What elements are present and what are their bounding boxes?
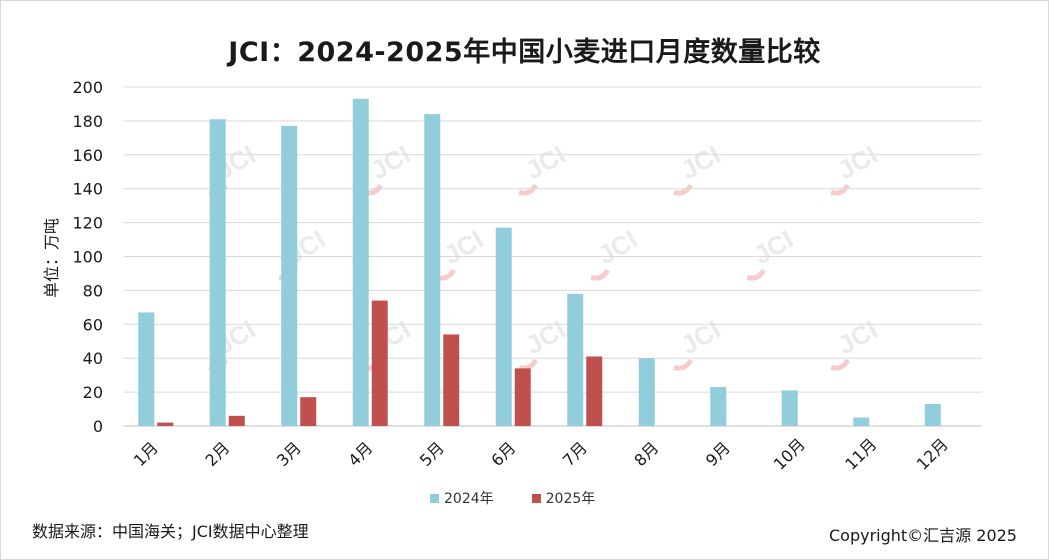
bar-2025年-7月 [586, 356, 603, 426]
y-tick-label: 140 [72, 180, 103, 199]
watermark-mark [590, 268, 610, 281]
x-tick-label: 9月 [702, 438, 734, 470]
x-tick-label: 4月 [344, 438, 376, 470]
chart-title: JCI：2024-2025年中国小麦进口月度数量比较 [228, 37, 821, 68]
bar-2024年-8月 [638, 358, 655, 426]
y-tick-label: 160 [72, 146, 103, 165]
bar-2024年-2月 [209, 119, 226, 426]
watermark: JCI [520, 139, 570, 185]
x-tick-label: 8月 [630, 438, 662, 470]
legend-swatch-2024 [430, 493, 439, 503]
y-tick-label: 100 [72, 248, 103, 267]
watermark: JCI [438, 224, 488, 270]
watermark-mark [518, 358, 538, 371]
watermark: JCI [832, 314, 882, 360]
watermark: JCI [748, 224, 798, 270]
watermark: JCI [675, 314, 725, 360]
watermark-mark [673, 183, 693, 196]
bar-2024年-1月 [138, 312, 155, 426]
x-tick-label: 10月 [770, 435, 809, 474]
bar-2024年-3月 [281, 125, 298, 427]
legend: 2024年 2025年 [430, 488, 595, 508]
bar-2025年-1月 [157, 422, 174, 426]
watermark: JCI [675, 139, 725, 185]
watermark-mark [518, 183, 538, 196]
watermark: JCI [592, 224, 642, 270]
x-tick-label: 3月 [273, 438, 305, 470]
x-tick-label: 11月 [841, 435, 880, 474]
watermark-mark [746, 268, 766, 281]
watermark: JCI [365, 139, 415, 185]
bar-2024年-7月 [567, 293, 584, 426]
bar-2024年-4月 [352, 98, 369, 427]
x-tick-label: 6月 [487, 438, 519, 470]
bar-2024年-5月 [424, 114, 441, 427]
y-tick-label: 60 [83, 315, 103, 334]
legend-swatch-2025 [531, 493, 541, 503]
y-tick-label: 40 [83, 349, 103, 368]
y-tick-label: 180 [72, 112, 103, 131]
watermark: JCI [832, 139, 882, 185]
legend-label-2025: 2025年 [545, 491, 596, 507]
legend-label-2024: 2024年 [444, 491, 494, 507]
bar-2024年-10月 [781, 390, 798, 426]
bar-2025年-2月 [228, 415, 245, 426]
bar-2024年-11月 [853, 417, 870, 426]
x-tick-label: 2月 [201, 438, 233, 470]
bar-2024年-6月 [495, 227, 512, 426]
data-source: 数据来源：中国海关；JCI数据中心整理 [32, 522, 309, 541]
x-tick-label: 7月 [559, 438, 591, 470]
y-tick-label: 120 [72, 214, 103, 233]
x-tick-label: 12月 [913, 435, 952, 474]
bar-2025年-4月 [371, 300, 388, 426]
bar-2024年-12月 [924, 403, 941, 426]
copyright: Copyright©汇吉源 2025 [829, 526, 1017, 545]
watermark-mark [673, 358, 693, 371]
bar-2024年-9月 [710, 387, 727, 426]
legend-item-2025: 2025年 [531, 488, 596, 508]
watermark: JCI [520, 314, 570, 360]
bar-2025年-6月 [514, 368, 531, 426]
legend-item-2024: 2024年 [430, 488, 494, 508]
y-tick-label: 20 [83, 383, 103, 402]
y-tick-label: 200 [72, 78, 103, 97]
watermark-mark [830, 358, 850, 371]
bar-2025年-3月 [300, 397, 317, 426]
y-tick-label: 0 [93, 417, 103, 436]
x-tick-label: 5月 [416, 438, 448, 470]
x-tick-label: 1月 [130, 438, 162, 470]
y-tick-label: 80 [83, 281, 103, 300]
watermark-mark [830, 183, 850, 196]
bar-2025年-5月 [443, 334, 460, 426]
